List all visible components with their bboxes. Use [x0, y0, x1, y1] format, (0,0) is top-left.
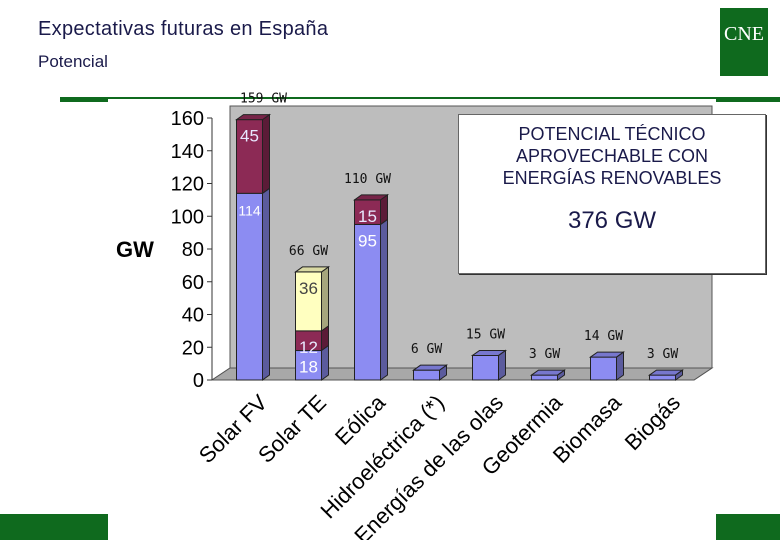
bar-segment-side — [262, 113, 270, 195]
header-divider-right — [716, 97, 780, 102]
bar-top — [293, 266, 331, 273]
footer-block-right — [716, 514, 780, 540]
bar-segment — [531, 374, 558, 381]
plot-floor — [210, 367, 714, 381]
segment-label: 18 — [299, 358, 318, 377]
y-tick-label: 80 — [182, 239, 204, 261]
bar-segment-side — [380, 218, 388, 381]
bar-segment-side — [321, 265, 329, 332]
bar-total-label: 3 GW — [647, 347, 678, 362]
y-axis-title: GW — [116, 237, 154, 262]
bar-top — [588, 351, 626, 358]
bar-top — [352, 194, 390, 201]
callout-line-3: ENERGÍAS RENOVABLES — [502, 168, 722, 188]
y-tick-label: 140 — [171, 141, 204, 163]
bar-segment — [236, 192, 263, 381]
bar-segment — [295, 350, 322, 381]
page-subtitle: Potencial — [38, 52, 108, 71]
bar-top — [647, 369, 685, 376]
bar-total-label: 14 GW — [584, 329, 623, 344]
bar-segment — [590, 356, 617, 381]
header-divider-left — [60, 97, 108, 102]
y-tick-label: 60 — [182, 272, 204, 294]
bar-top — [411, 364, 449, 371]
y-tick-label: 40 — [182, 305, 204, 327]
y-tick-label: 100 — [171, 206, 204, 228]
total-potential-callout: POTENCIAL TÉCNICO APROVECHABLE CON ENERG… — [458, 114, 766, 274]
segment-label: 12 — [299, 338, 318, 357]
header-divider-line — [108, 97, 716, 99]
segment-label: 15 — [358, 207, 377, 226]
y-tick-label: 160 — [171, 108, 204, 130]
bar-segment-side — [262, 187, 270, 381]
bar-top — [234, 114, 272, 121]
cne-logo: CNE — [720, 8, 768, 76]
callout-line-1: POTENCIAL TÉCNICO — [518, 124, 706, 144]
bar-segment — [236, 119, 263, 194]
y-tick-label: 0 — [193, 370, 204, 392]
bar-segment — [295, 271, 322, 332]
bar-segment — [472, 354, 499, 381]
segment-label: 45 — [240, 127, 259, 146]
footer-block-left — [0, 514, 108, 540]
bar-segment — [649, 374, 676, 381]
y-tick-label: 120 — [171, 174, 204, 196]
segment-label: 95 — [358, 231, 377, 250]
bar-segment-side — [321, 344, 329, 381]
bar-total-label: 6 GW — [411, 342, 442, 357]
bar-total-label: 3 GW — [529, 347, 560, 362]
bar-segment — [354, 223, 381, 381]
page-title: Expectativas futuras en España — [38, 18, 329, 40]
callout-total: 376 GW — [567, 207, 657, 234]
bar-total-label: 159 GW — [240, 92, 287, 107]
bar-total-label: 15 GW — [466, 327, 505, 342]
segment-label: 114 — [238, 202, 261, 218]
bar-total-label: 66 GW — [289, 244, 328, 259]
callout-line-2: APROVECHABLE CON — [515, 146, 709, 166]
bar-top — [529, 369, 567, 376]
y-tick-label: 20 — [182, 337, 204, 359]
logo-text: CNE — [724, 23, 764, 45]
bar-top — [470, 349, 508, 356]
segment-label: 36 — [299, 279, 318, 298]
x-tick-label: Biogás — [620, 390, 685, 455]
bar-total-label: 110 GW — [344, 172, 391, 187]
bar-segment — [413, 369, 440, 381]
